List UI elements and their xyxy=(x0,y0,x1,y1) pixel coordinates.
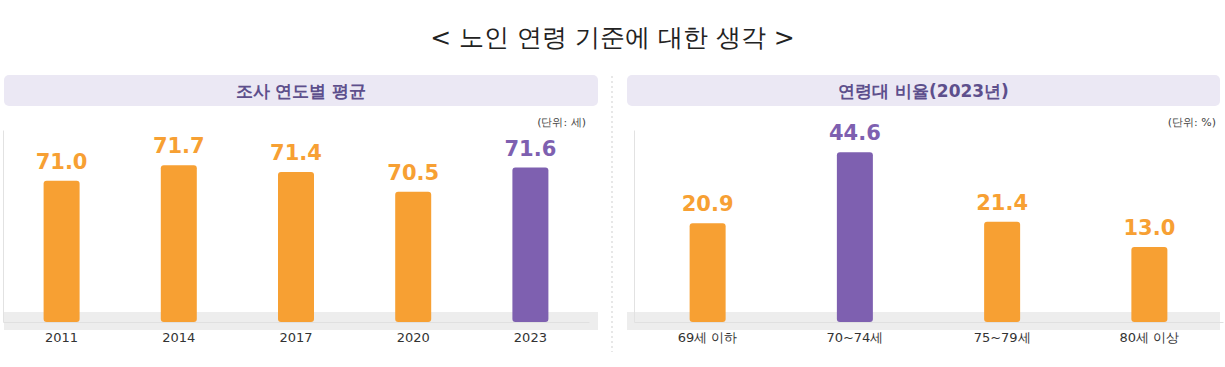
x-axis-line xyxy=(4,322,590,323)
x-tick-label: 70~74세 xyxy=(826,330,883,345)
bar xyxy=(984,222,1020,322)
y-axis xyxy=(3,131,4,323)
data-label: 71.0 xyxy=(36,150,88,174)
x-tick: 70~74세 xyxy=(826,322,883,345)
x-tick-label: 69세 이하 xyxy=(678,330,738,345)
x-tick: 80세 이상 xyxy=(1120,322,1180,345)
x-tick: 2020 xyxy=(397,322,430,345)
data-label: 71.6 xyxy=(504,137,556,161)
x-tick: 75~79세 xyxy=(974,322,1031,345)
x-tick: 69세 이하 xyxy=(678,322,738,345)
x-tick: 2017 xyxy=(279,322,312,345)
data-label: 20.9 xyxy=(682,192,734,216)
x-axis: 2011 2014 2017 2020 2023 xyxy=(4,322,590,345)
y-axis-line xyxy=(634,131,635,323)
chart-title: 연령대 비율(2023년) xyxy=(838,81,1009,101)
y-axis-line xyxy=(3,131,4,323)
main-title: < 노인 연령 기준에 대한 생각 > xyxy=(430,23,795,52)
x-tick-label: 2023 xyxy=(514,330,547,345)
x-axis: 69세 이하 70~74세 75~79세 80세 이상 xyxy=(635,322,1224,345)
bar xyxy=(837,152,873,322)
x-tick-label: 2014 xyxy=(162,330,195,345)
x-tick: 2011 xyxy=(45,322,78,345)
y-axis xyxy=(634,131,635,323)
bar xyxy=(395,192,431,322)
bar xyxy=(1131,247,1167,322)
bar xyxy=(690,223,726,322)
unit-label: (단위: 세) xyxy=(537,116,586,129)
x-tick-label: 2017 xyxy=(279,330,312,345)
bar xyxy=(161,165,197,322)
unit-label: (단위: %) xyxy=(1168,116,1216,129)
data-label: 44.6 xyxy=(829,121,881,145)
bar xyxy=(512,168,548,322)
header-box xyxy=(627,75,1220,106)
bar xyxy=(44,181,80,322)
x-tick: 2014 xyxy=(162,322,195,345)
divider xyxy=(612,76,613,352)
bars xyxy=(690,152,1168,322)
chart-panel: 조사 연도별 평균 (단위: 세) 71.0 71.7 71.4 70.5 71.6 2011… xyxy=(4,75,599,345)
x-tick-label: 2020 xyxy=(397,330,430,345)
x-tick-label: 80세 이상 xyxy=(1120,330,1180,345)
data-label: 13.0 xyxy=(1123,216,1175,240)
data-label: 71.7 xyxy=(153,134,205,158)
bar xyxy=(278,172,314,322)
data-label: 70.5 xyxy=(387,161,439,185)
canvas: < 노인 연령 기준에 대한 생각 > 조사 연도별 평균 (단위: 세) 71.0 7… xyxy=(0,0,1225,367)
bars xyxy=(44,165,549,322)
data-label: 21.4 xyxy=(976,191,1028,215)
chart-title: 조사 연도별 평균 xyxy=(236,81,367,101)
x-tick-label: 2011 xyxy=(45,330,78,345)
data-label: 71.4 xyxy=(270,141,322,165)
x-axis-line xyxy=(635,322,1224,323)
chart-panel: 연령대 비율(2023년) (단위: %) 20.9 44.6 21.4 13.0 69세 … xyxy=(627,75,1224,345)
x-tick: 2023 xyxy=(514,322,547,345)
header-box xyxy=(4,75,598,106)
x-tick-label: 75~79세 xyxy=(974,330,1031,345)
